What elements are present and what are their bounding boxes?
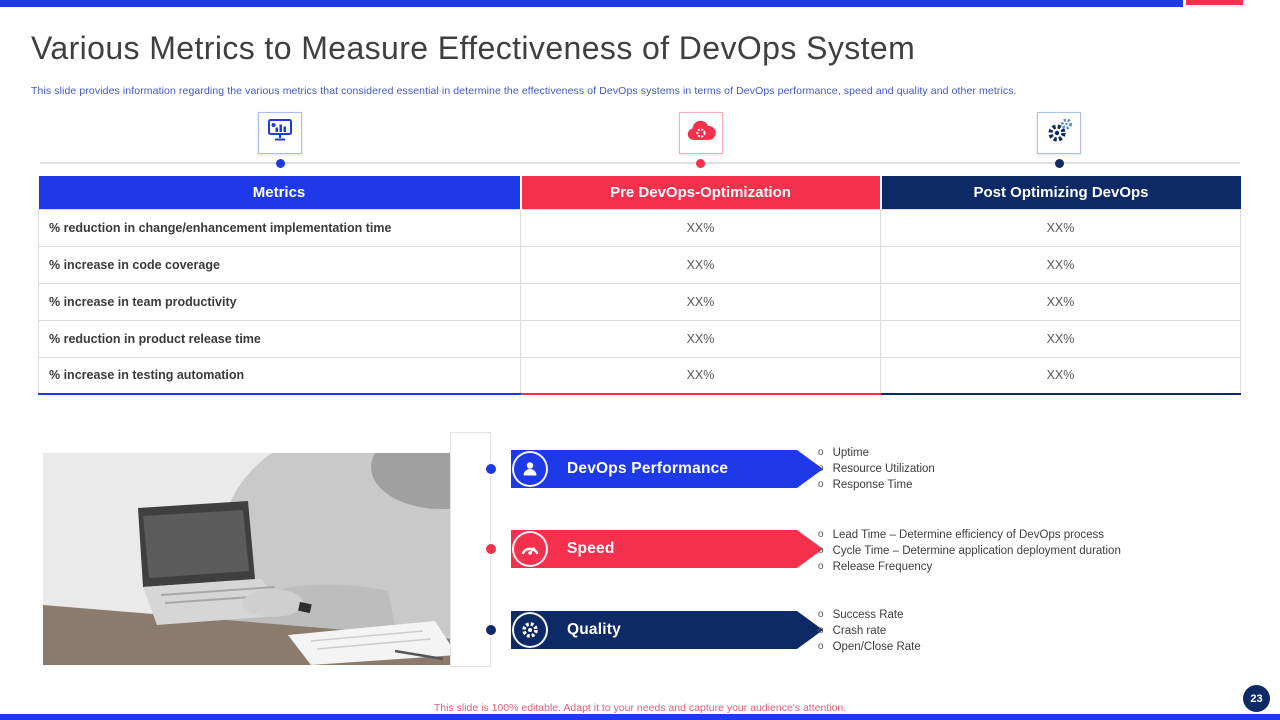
post-value-cell: XX% — [880, 282, 1241, 321]
gears-icon-box — [1037, 112, 1081, 154]
table-header-post-devops: Post Optimizing DevOps — [880, 176, 1241, 209]
bullet-item: Crash rate — [818, 623, 1263, 639]
category-dot-speed — [486, 544, 496, 554]
bullet-item: Uptime — [818, 445, 1263, 461]
category-banner-speed: Speed — [511, 530, 823, 568]
post-value-cell: XX% — [880, 245, 1241, 284]
timeline-line — [40, 162, 1240, 164]
bullet-list-performance: Uptime Resource Utilization Response Tim… — [818, 445, 1263, 493]
timeline-dot-quality — [1055, 159, 1064, 168]
category-banner-quality: Quality — [511, 611, 823, 649]
slide-subtitle: This slide provides information regardin… — [31, 85, 1017, 97]
top-accent-red-segment — [1186, 0, 1243, 5]
metric-cell: % reduction in change/enhancement implem… — [38, 208, 521, 247]
bullet-text: Crash rate — [832, 625, 887, 637]
pre-value-cell: XX% — [520, 319, 881, 358]
metrics-table: Metrics Pre DevOps-Optimization Post Opt… — [38, 176, 1241, 395]
performance-person-icon — [512, 451, 548, 487]
bullet-item: Success Rate — [818, 607, 1263, 623]
bullet-text: Response Time — [832, 479, 913, 491]
top-accent-bar — [0, 0, 1183, 7]
bullet-text: Release Frequency — [832, 561, 933, 573]
post-value-cell: XX% — [880, 208, 1241, 247]
table-header-pre-devops: Pre DevOps-Optimization — [520, 176, 882, 209]
category-dot-quality — [486, 625, 496, 635]
gears-icon — [1046, 117, 1073, 149]
quality-gear-icon — [512, 612, 548, 648]
metric-cell: % increase in team productivity — [38, 282, 521, 321]
table-row: % increase in code coverage XX% XX% — [38, 245, 1241, 284]
metric-cell: % increase in testing automation — [38, 356, 521, 395]
table-row: % reduction in product release time XX% … — [38, 319, 1241, 358]
page-number-badge: 23 — [1243, 685, 1270, 712]
page-title: Various Metrics to Measure Effectiveness… — [31, 30, 916, 66]
metric-cell: % reduction in product release time — [38, 319, 521, 358]
bullet-item: Lead Time – Determine efficiency of DevO… — [818, 527, 1263, 543]
category-label: DevOps Performance — [567, 460, 729, 477]
bullet-text: Lead Time – Determine efficiency of DevO… — [832, 529, 1105, 541]
bullet-text: Open/Close Rate — [832, 641, 921, 653]
monitor-chart-icon-box — [258, 112, 302, 154]
category-banner-devops-performance: DevOps Performance — [511, 450, 823, 488]
bullet-item: Resource Utilization — [818, 461, 1263, 477]
cloud-gear-icon — [686, 120, 716, 147]
table-header-row: Metrics Pre DevOps-Optimization Post Opt… — [38, 176, 1241, 209]
speedometer-icon — [512, 531, 548, 567]
connector-panel — [450, 432, 491, 667]
table-row: % increase in testing automation XX% XX% — [38, 356, 1241, 395]
pre-value-cell: XX% — [520, 208, 881, 247]
category-label: Speed — [567, 540, 615, 557]
bullet-text: Resource Utilization — [832, 463, 935, 475]
monitor-chart-icon — [267, 118, 293, 148]
bullet-item: Open/Close Rate — [818, 639, 1263, 655]
post-value-cell: XX% — [880, 319, 1241, 358]
bullet-item: Cycle Time – Determine application deplo… — [818, 543, 1263, 559]
timeline-dot-speed — [696, 159, 705, 168]
pre-value-cell: XX% — [520, 282, 881, 321]
pre-value-cell: XX% — [520, 356, 881, 395]
bullet-item: Release Frequency — [818, 559, 1263, 575]
bullet-list-quality: Success Rate Crash rate Open/Close Rate — [818, 607, 1263, 655]
post-value-cell: XX% — [880, 356, 1241, 395]
table-row: % increase in team productivity XX% XX% — [38, 282, 1241, 321]
pre-value-cell: XX% — [520, 245, 881, 284]
cloud-gear-icon-box — [679, 112, 723, 154]
table-row: % reduction in change/enhancement implem… — [38, 208, 1241, 247]
bullet-text: Cycle Time – Determine application deplo… — [832, 545, 1121, 557]
bullet-list-speed: Lead Time – Determine efficiency of DevO… — [818, 527, 1263, 575]
timeline-dot-performance — [276, 159, 285, 168]
bullet-text: Success Rate — [832, 609, 904, 621]
bullet-item: Response Time — [818, 477, 1263, 493]
bottom-accent-bar — [0, 714, 1280, 720]
laptop-photo — [43, 423, 523, 665]
footer-note: This slide is 100% editable. Adapt it to… — [433, 702, 847, 714]
metric-cell: % increase in code coverage — [38, 245, 521, 284]
bullet-text: Uptime — [832, 447, 869, 459]
category-dot-performance — [486, 464, 496, 474]
table-header-metrics: Metrics — [38, 176, 522, 209]
category-label: Quality — [567, 621, 621, 638]
